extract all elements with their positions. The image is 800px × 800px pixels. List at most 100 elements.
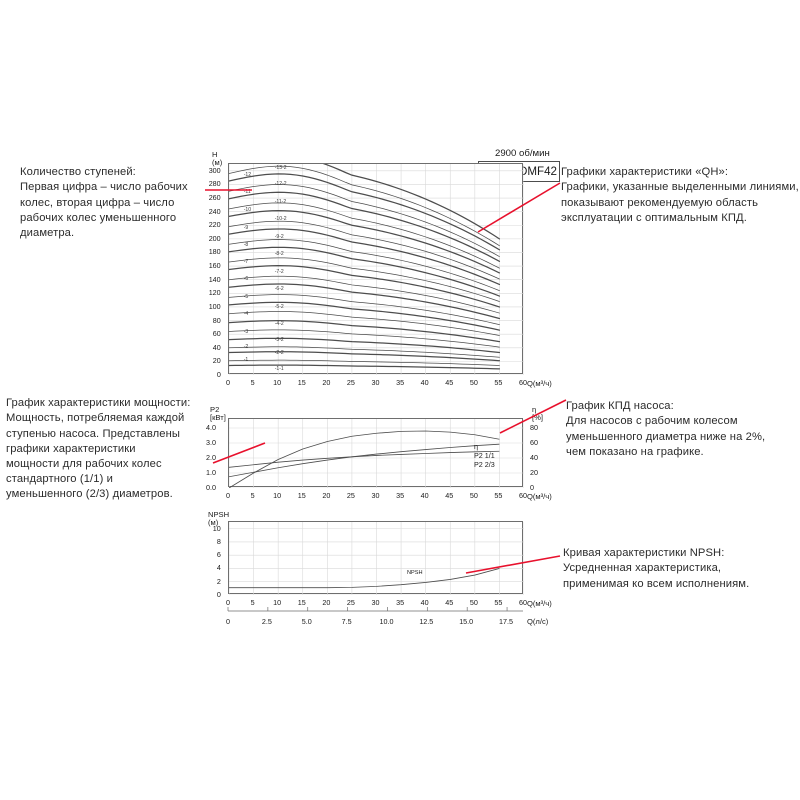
tick-label: 80 — [530, 423, 538, 432]
tick-label: 10 — [273, 491, 282, 500]
tick-label: 140 — [208, 274, 221, 284]
tick-label: 60 — [530, 438, 538, 447]
annotation-efficiency-body: Для насосов с рабочим колесом уменьшенно… — [566, 415, 766, 458]
qh-curve-label: -13-2 — [274, 164, 287, 171]
qh-x-axis-title: Q(м³/ч) — [527, 379, 552, 388]
qh-curve-label: -4-2 — [274, 320, 284, 327]
annotation-power: График характеристики мощности: Мощность,… — [6, 381, 211, 503]
tick-label: 35 — [396, 598, 405, 607]
tick-label: 50 — [469, 491, 478, 500]
qh-curve-label: -1-1 — [274, 365, 284, 372]
tick-label: 25 — [346, 598, 355, 607]
tick-label: 80 — [212, 315, 221, 325]
tick-label: 0 — [216, 370, 221, 379]
qh-curve-label: -8-2 — [274, 251, 284, 258]
tick-label: 10 — [273, 598, 282, 607]
qh-y-axis-title: H (м) — [212, 150, 223, 168]
tick-label: 0 — [226, 491, 230, 500]
tick-label: 30 — [371, 491, 380, 500]
annotation-efficiency-title: График КПД насоса: — [566, 400, 674, 413]
power-series-label-p2-1-1: P2 1/1 — [474, 451, 495, 460]
tick-label: 6 — [216, 550, 221, 560]
tick-label: 5 — [250, 598, 255, 607]
annotation-stages: Количество ступеней: Первая цифра – число… — [20, 150, 220, 241]
power-series-label-eta: η — [474, 442, 478, 451]
qh-plot-area — [229, 164, 524, 375]
power-y-axis-title: P2 [кВт] — [210, 405, 226, 423]
qh-curve-label: -8 — [243, 241, 249, 248]
tick-label: 45 — [445, 378, 454, 387]
tick-label: 20 — [212, 356, 221, 366]
tick-label: 55 — [494, 491, 503, 500]
qh-curve-label: -3 — [243, 328, 249, 335]
tick-label: 0 — [226, 598, 230, 607]
npsh-secondary-axis — [227, 607, 523, 612]
qh-curve-label: -11-2 — [274, 198, 287, 205]
qh-curve-label: -11 — [243, 189, 251, 196]
power-plot-area — [229, 419, 524, 488]
tick-label: 55 — [494, 598, 503, 607]
annotation-npsh-title: Кривая характеристики NPSH: — [563, 547, 725, 560]
tick-label: 45 — [445, 491, 454, 500]
tick-label: 4.0 — [206, 423, 216, 432]
tick-label: 2 — [216, 576, 221, 586]
annotation-power-body: Мощность, потребляемая каждой ступенью н… — [6, 412, 185, 501]
tick-label: 35 — [396, 378, 405, 387]
tick-label: 15 — [297, 598, 306, 607]
qh-chart — [228, 163, 524, 375]
tick-label: 5 — [250, 378, 255, 387]
annotation-stages-title: Количество ступеней: — [20, 166, 136, 179]
qh-curve-label: -12 — [243, 171, 252, 178]
tick-label: 60 — [212, 329, 221, 339]
tick-label: 60 — [519, 598, 527, 607]
tick-label: 0 — [216, 590, 221, 599]
tick-label: 60 — [519, 378, 527, 387]
qh-curve-label: -9 — [243, 224, 249, 231]
tick-label: 10.0 — [379, 617, 394, 626]
tick-label: 20 — [322, 378, 331, 387]
tick-label: 7.5 — [341, 617, 352, 626]
tick-label: 50 — [469, 598, 478, 607]
tick-label: 17.5 — [499, 617, 514, 626]
qh-curve-label: -3-2 — [274, 336, 284, 343]
power-x-axis-title: Q(м³/ч) — [527, 492, 552, 501]
qh-curve-label: -5-2 — [274, 303, 284, 310]
annotation-power-title: График характеристики мощности: — [6, 397, 191, 410]
annotation-efficiency: График КПД насоса: Для насосов с рабочим … — [566, 384, 800, 460]
qh-curve-label: -6-2 — [274, 285, 284, 292]
qh-curve-label: -10-2 — [274, 216, 287, 223]
qh-curve-label: -7 — [243, 259, 249, 266]
tick-label: 240 — [208, 206, 221, 216]
tick-label: 20 — [530, 468, 538, 477]
tick-label: 0.0 — [206, 483, 216, 492]
tick-label: 40 — [530, 453, 538, 462]
tick-label: 20 — [322, 491, 331, 500]
tick-label: 10 — [273, 378, 282, 387]
tick-label: 5.0 — [301, 617, 312, 626]
npsh-plot-area — [229, 522, 524, 595]
power-y2-axis-title: η [%] — [532, 405, 543, 423]
tick-label: 40 — [212, 342, 221, 352]
tick-label: 30 — [371, 378, 380, 387]
tick-label: 12.5 — [419, 617, 434, 626]
tick-label: 280 — [208, 179, 221, 189]
rpm-label: 2900 об/мин — [495, 148, 550, 159]
tick-label: 30 — [371, 598, 380, 607]
tick-label: 200 — [208, 233, 221, 243]
tick-label: 45 — [445, 598, 454, 607]
tick-label: 15 — [297, 491, 306, 500]
annotation-npsh: Кривая характеристики NPSH: Усредненная х… — [563, 531, 800, 592]
tick-label: 0 — [530, 483, 534, 492]
annotation-qh-title: Графики характеристики «QH»: — [561, 166, 729, 179]
annotation-npsh-body: Усредненная характеристика, применимая к… — [563, 562, 750, 590]
tick-label: 40 — [420, 598, 429, 607]
qh-curve-label: -6 — [243, 276, 249, 283]
npsh-series-label: NPSH — [407, 570, 423, 576]
tick-label: 35 — [396, 491, 405, 500]
tick-label: 100 — [208, 301, 221, 311]
qh-curve-label: -12-2 — [274, 181, 287, 188]
qh-curve-label: -10 — [243, 206, 252, 213]
tick-label: 0 — [226, 617, 230, 626]
tick-label: 180 — [208, 247, 221, 257]
tick-label: 0 — [226, 378, 230, 387]
